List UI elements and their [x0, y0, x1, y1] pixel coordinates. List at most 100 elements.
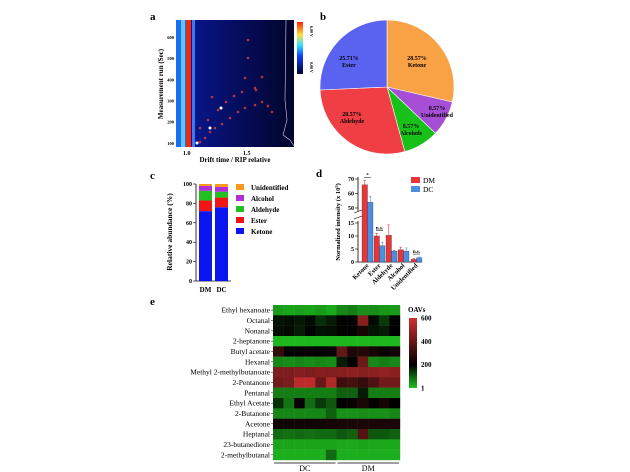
heatmap-cell: [336, 387, 348, 399]
heatmap-cell: [325, 305, 337, 316]
heatmap-cell: [357, 418, 369, 430]
heatmap-cell: [336, 305, 348, 316]
heatmap-cell: [378, 305, 390, 316]
signal-spot: [208, 130, 212, 134]
signal-spot: [246, 56, 250, 60]
y-tick-c: 40: [186, 240, 192, 246]
y-tick-d: 10: [348, 234, 354, 240]
row-label: Methyl 2-methylbutanoate: [190, 368, 270, 377]
heatmap-cell: [368, 325, 380, 337]
heatmap-cell: [357, 387, 369, 399]
y-axis-ticks-a: 100 200 300 400 500 600: [167, 35, 175, 146]
heatmap-cell: [304, 449, 316, 461]
signal-spot: [232, 94, 236, 98]
heatmap-cell: [389, 418, 401, 430]
heatmap-cell: [368, 387, 380, 399]
colorbar-e-tick: 1: [421, 385, 425, 393]
heatmap-cell: [325, 398, 337, 409]
row-label: 2-heptanone: [233, 337, 271, 346]
heatmap-cell: [273, 305, 284, 316]
heatmap-cell: [304, 346, 316, 357]
heatmap-cell: [389, 408, 401, 419]
heatmap-cell: [294, 336, 305, 347]
heatmap-cell: [368, 346, 380, 357]
rip-tail: [192, 20, 195, 147]
bar-dc-unidentified: [416, 257, 423, 263]
heatmap-cell: [368, 367, 380, 378]
heatmap-cell: [368, 356, 380, 368]
heatmap-cell: [315, 315, 327, 326]
heatmap-cell: [357, 336, 369, 347]
bar-dm-unidentified: [410, 259, 417, 263]
heatmap-cell: [378, 325, 390, 337]
heatmap-cell: [357, 346, 369, 357]
colorbar-a: [297, 22, 303, 74]
heatmap-cell: [378, 356, 390, 368]
heatmap-cell: [325, 418, 337, 430]
heatmap-cell: [273, 356, 284, 368]
y-tick-a: 300: [167, 98, 175, 103]
signal-spot: [253, 103, 257, 107]
signal-spot: [228, 116, 232, 120]
heatmap-cell: [347, 429, 358, 440]
signal-spot: [260, 75, 264, 79]
heatmap-cell: [273, 367, 284, 378]
row-label: Ethyl hexanoate: [221, 306, 270, 315]
heatmap-cell: [378, 336, 390, 347]
heatmap-cell: [325, 449, 337, 461]
heatmap-cell: [357, 325, 369, 337]
signal-spot: [213, 126, 217, 130]
heatmap-cell: [294, 367, 305, 378]
y-tick-c: 60: [186, 221, 192, 227]
heatmap-cell: [273, 398, 284, 409]
heatmap-cell: [357, 315, 369, 326]
legend-label-ketone: Ketone: [251, 228, 272, 236]
heatmap-cell: [315, 398, 327, 409]
heatmap-cell: [378, 449, 390, 461]
bar-dc-ketone: [367, 202, 374, 263]
heatmap-cell: [273, 387, 284, 399]
bar-segment-alcohol: [199, 185, 212, 191]
heatmap-cell: [304, 325, 316, 337]
heatmap-cell: [273, 408, 284, 419]
bar-dm-ketone: [361, 184, 368, 263]
heatmap-cell: [283, 336, 295, 347]
heatmap-cell: [283, 305, 295, 316]
heatmap-cell: [336, 418, 348, 430]
heatmap-cell: [368, 398, 380, 409]
y-tick-c: 100: [183, 182, 192, 188]
heatmap-cell: [347, 387, 358, 399]
heatmap-cell: [283, 429, 295, 440]
heatmap-cell: [294, 387, 305, 399]
heatmap-cell: [347, 377, 358, 388]
heatmap-cell: [336, 377, 348, 388]
heatmap-cell: [283, 408, 295, 419]
heatmap-cell: [273, 449, 284, 461]
signal-spot: [260, 100, 264, 104]
heatmap-cell: [294, 408, 305, 419]
row-label: Pentanal: [244, 388, 270, 397]
pie-category-label: Unidentified: [421, 113, 454, 119]
bar-segment-ester: [215, 197, 228, 208]
legend-swatch-ester: [236, 217, 244, 223]
colorbar-e-tick: 200: [421, 361, 432, 369]
row-label: 2-Pentanone: [233, 378, 271, 387]
signal-spot: [243, 106, 247, 110]
heatmap-cell: [315, 367, 327, 378]
signal-spot: [206, 118, 210, 122]
heatmap-cell: [357, 305, 369, 316]
bar-segment-ketone: [215, 207, 228, 281]
signal-spot: [266, 104, 270, 108]
heatmap-cell: [315, 418, 327, 430]
heatmap-cell: [304, 408, 316, 419]
heatmap-cell: [347, 439, 358, 450]
heatmap-cell: [347, 367, 358, 378]
y-tick-d: 15: [348, 221, 354, 227]
heatmap-cell: [368, 429, 380, 440]
y-tick-c: 0: [189, 279, 192, 285]
heatmap-cell: [347, 418, 358, 430]
pie-category-label: Ketone: [408, 63, 427, 69]
heatmap-cell: [315, 336, 327, 347]
y-tick-a: 600: [167, 35, 175, 40]
heatmap-cell: [283, 356, 295, 368]
